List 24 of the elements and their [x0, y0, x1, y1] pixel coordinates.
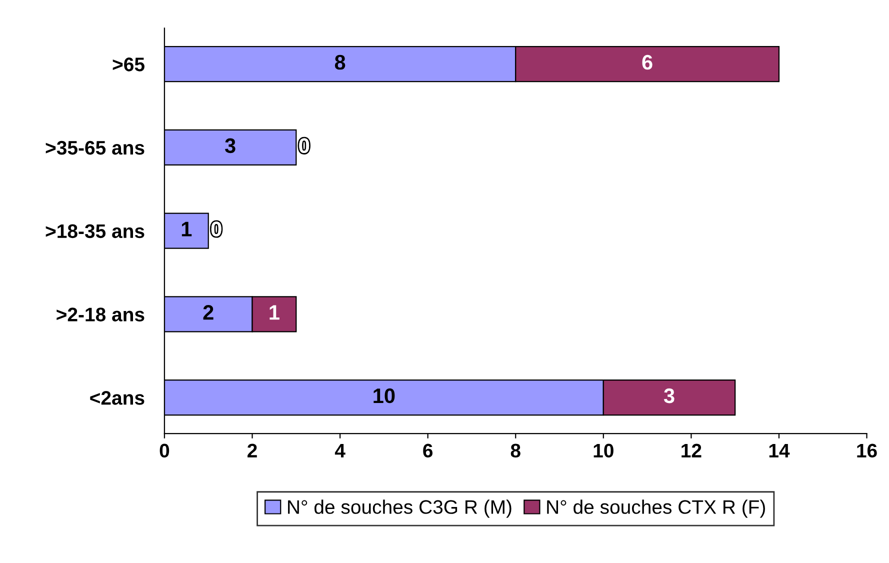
legend-label: N° de souches CTX R (F) — [547, 500, 765, 518]
y-tick-label: <2ans — [90, 391, 144, 405]
x-tick-label: 0 — [160, 444, 170, 458]
y-tick-label: >18-35 ans — [46, 224, 144, 238]
data-label: 6 — [642, 54, 652, 70]
data-label: 1 — [270, 305, 280, 320]
x-tick-label: 14 — [769, 444, 790, 458]
x-tick-label: 6 — [423, 444, 433, 458]
data-label: 10 — [374, 388, 395, 404]
data-label: 2 — [203, 305, 214, 320]
data-label: 1 — [182, 222, 192, 236]
data-label: 3 — [664, 388, 674, 404]
x-tick-label: 8 — [510, 444, 520, 458]
x-tick-label: 12 — [682, 444, 702, 458]
y-tick-label: >35-65 ans — [46, 140, 144, 155]
x-tick-label: 4 — [334, 444, 346, 458]
data-label: 8 — [334, 54, 346, 70]
legend-label: N° de souches C3G R (M) — [288, 500, 512, 518]
x-tick-label: 2 — [248, 444, 257, 458]
x-tick-label: 10 — [594, 444, 614, 458]
data-label: 3 — [224, 138, 236, 154]
y-tick-label: >2-18 ans — [56, 308, 144, 322]
x-tick-label: 16 — [857, 444, 877, 458]
y-tick-label: >65 — [112, 58, 144, 72]
